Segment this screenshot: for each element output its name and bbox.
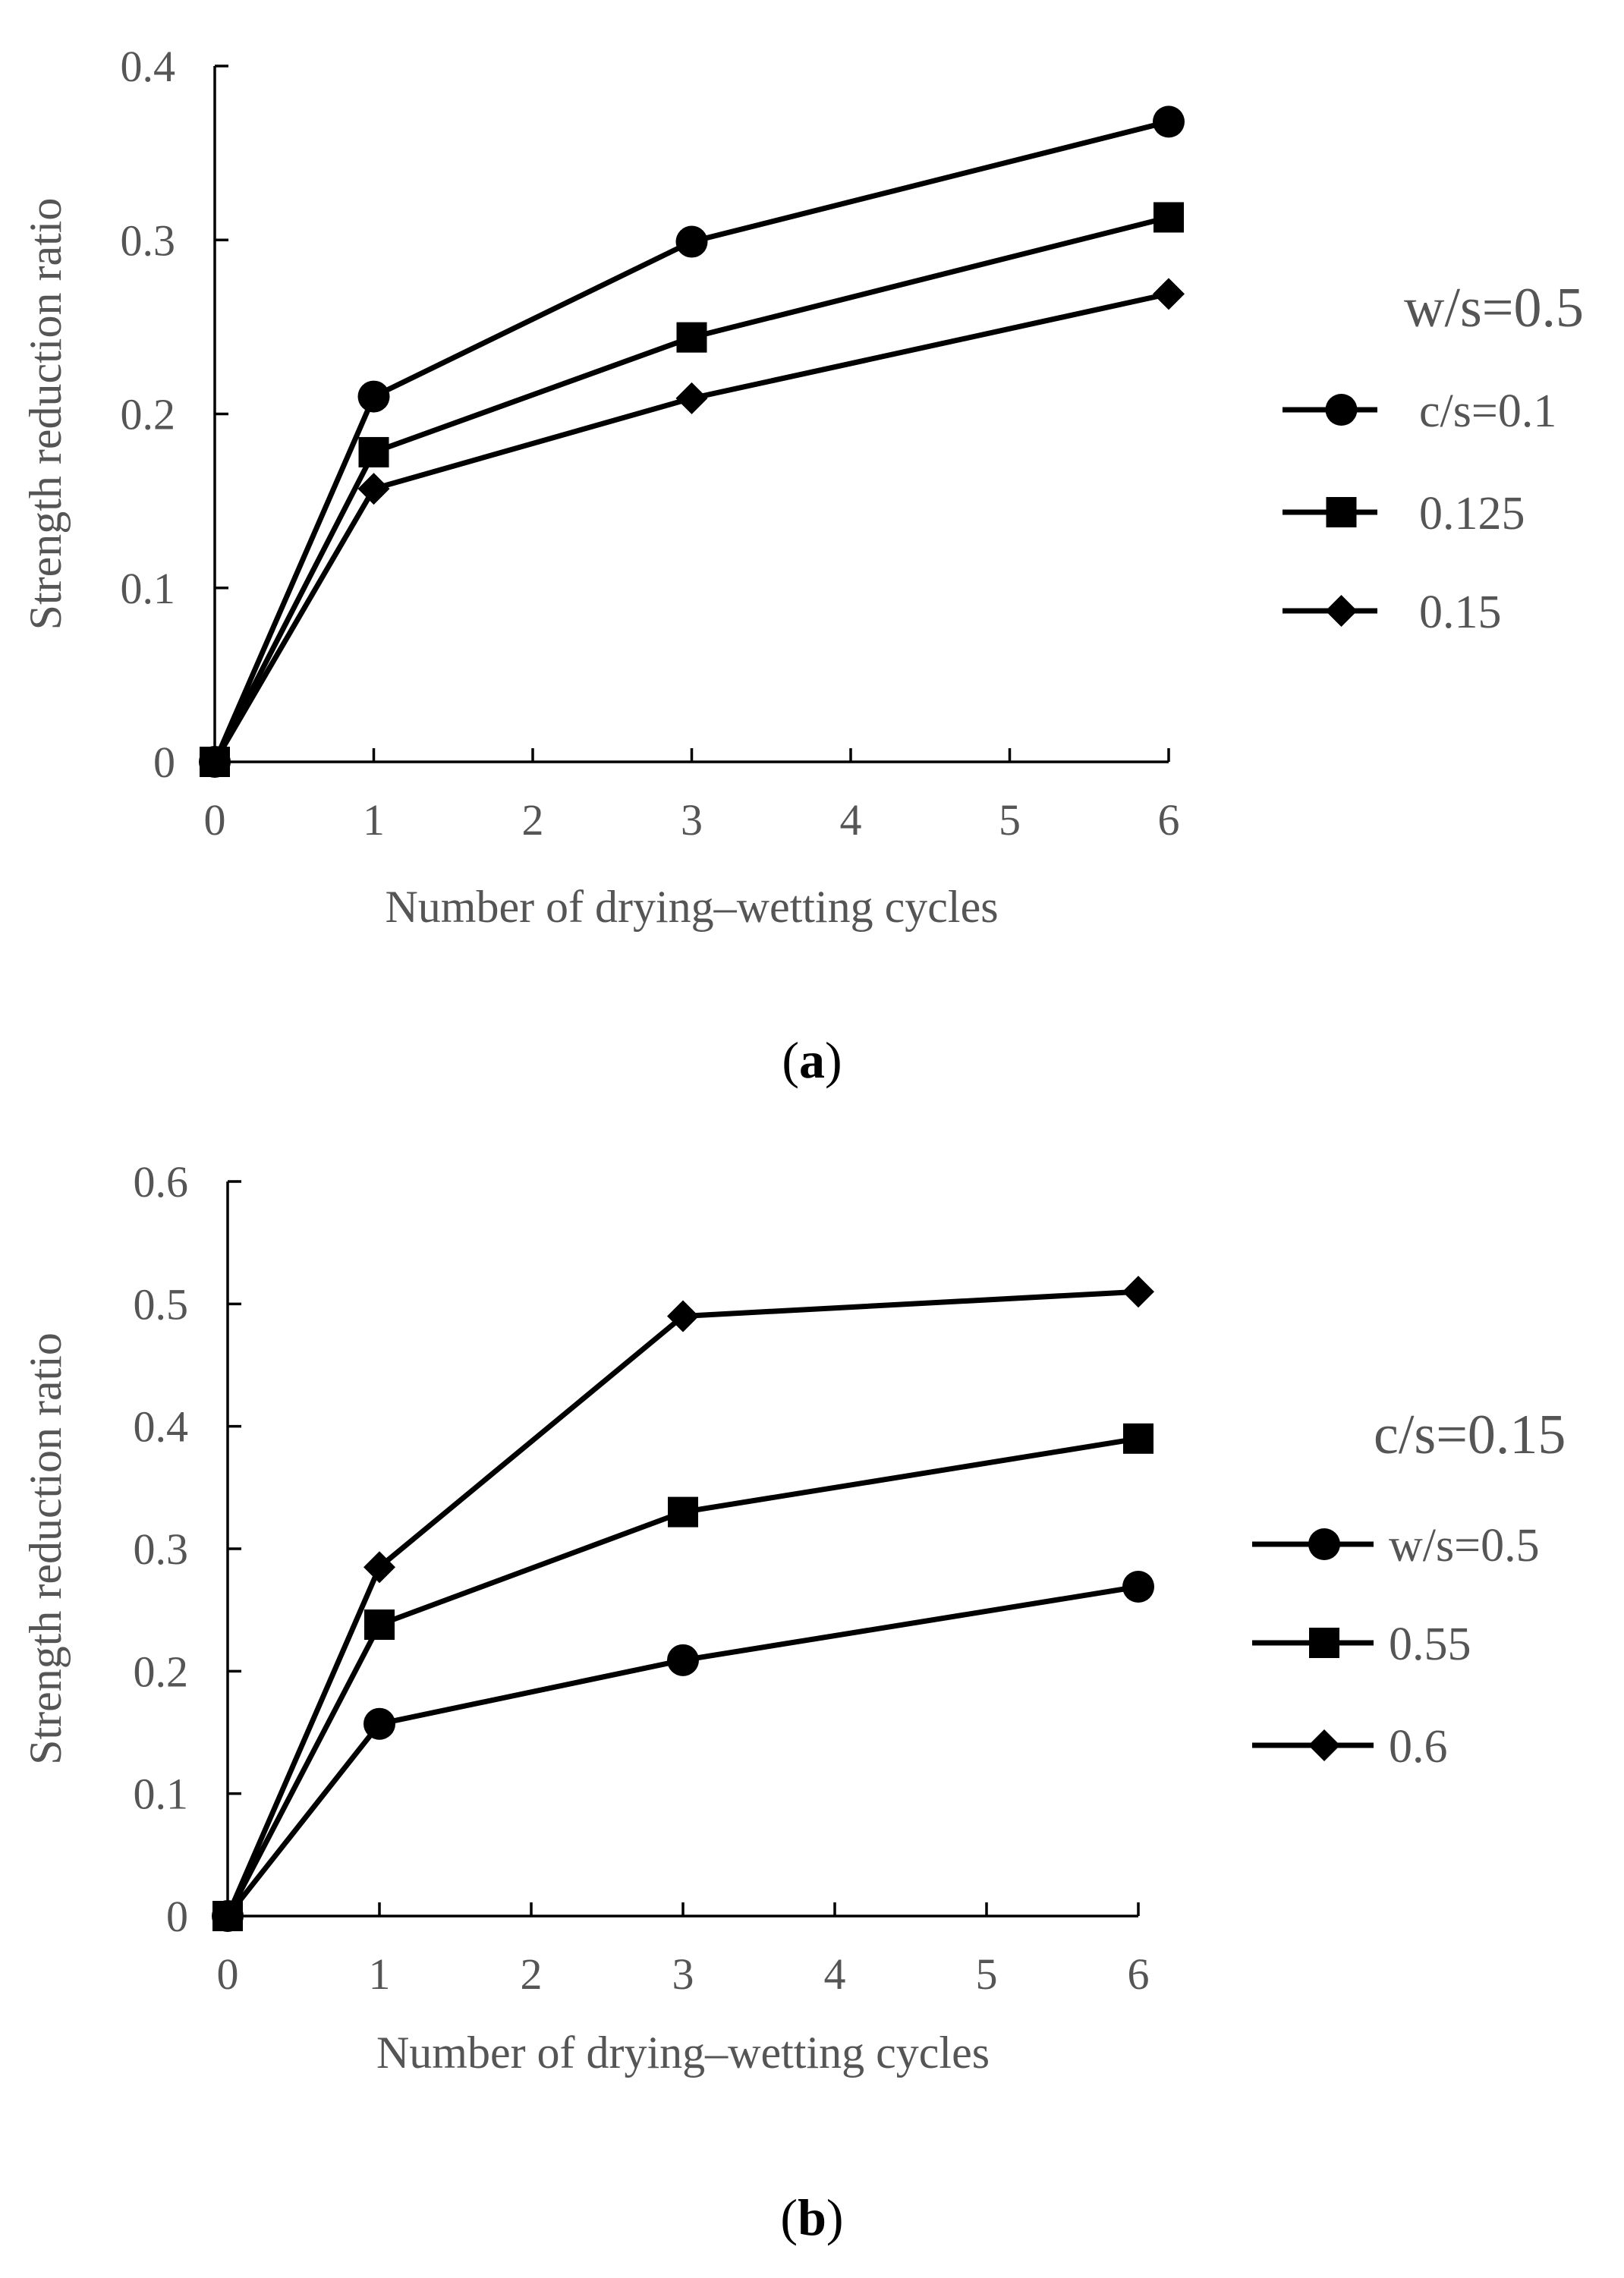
series-line-3 <box>212 291 1169 763</box>
legend-label: c/s=0.1 <box>1419 385 1556 437</box>
legend: c/s=0.15 w/s=0.5 0.55 0.6 <box>1252 1404 1566 1773</box>
legend-marker-diamond <box>1325 595 1358 627</box>
y-tick-label: 0.3 <box>134 1524 189 1574</box>
x-tick-label: 3 <box>672 1949 694 1999</box>
x-tick-label: 5 <box>976 1949 998 1999</box>
x-tick-label: 0 <box>217 1949 239 1999</box>
legend-label: 0.55 <box>1389 1619 1471 1670</box>
y-tick-label: 0.2 <box>121 390 176 439</box>
x-axis-title: Number of drying–wetting cycles <box>385 882 998 932</box>
caption-letter: b <box>798 2188 826 2246</box>
x-tick-label: 2 <box>522 795 544 845</box>
data-point-square <box>364 1609 395 1641</box>
x-tick-label: 2 <box>521 1949 543 1999</box>
legend: w/s=0.5 c/s=0.1 0.125 0.15 <box>1283 277 1584 638</box>
x-axis-title: Number of drying–wetting cycles <box>376 2028 990 2078</box>
series-line-1 <box>212 118 1169 763</box>
y-tick-label: 0.3 <box>121 216 176 265</box>
data-point-circle <box>1122 1571 1154 1603</box>
panel-caption: (b) <box>780 2188 843 2246</box>
data-point-circle <box>667 1644 699 1676</box>
caption-open: ( <box>780 2188 798 2246</box>
legend-marker-diamond <box>1308 1729 1340 1761</box>
data-point-diamond <box>667 1300 699 1333</box>
legend-label: 0.6 <box>1389 1721 1448 1773</box>
y-tick-label: 0.4 <box>121 42 176 91</box>
data-point-circle <box>364 1707 395 1740</box>
data-point-square <box>1123 1423 1153 1454</box>
y-tick-label: 0 <box>153 738 175 787</box>
x-tick-label: 0 <box>204 795 226 845</box>
legend-marker-circle <box>1325 394 1358 426</box>
legend-label: w/s=0.5 <box>1389 1520 1540 1572</box>
legend-title: w/s=0.5 <box>1404 277 1584 339</box>
y-axis-title: Strength reduction ratio <box>20 1333 71 1765</box>
y-tick-label: 0.2 <box>134 1647 189 1696</box>
legend-title: c/s=0.15 <box>1374 1404 1566 1466</box>
y-tick-label: 0.4 <box>134 1402 189 1452</box>
data-point-diamond <box>675 382 708 414</box>
data-point-diamond <box>357 473 390 505</box>
x-tick-label: 3 <box>681 795 703 845</box>
caption-open: ( <box>782 1031 799 1089</box>
data-point-circle <box>675 225 708 258</box>
legend-marker-circle <box>1308 1528 1340 1560</box>
data-point-diamond <box>199 746 231 778</box>
y-tick-label: 0 <box>166 1892 188 1941</box>
legend-label: 0.15 <box>1419 587 1502 638</box>
data-point-diamond <box>364 1551 395 1584</box>
data-point-diamond <box>212 1900 244 1932</box>
data-point-diamond <box>1122 1276 1154 1308</box>
chart-panel-a: 0 0.1 0.2 0.3 0.4 0 1 2 3 4 5 6 Number of drying–wet… <box>20 42 1584 1089</box>
data-point-square <box>1153 202 1184 233</box>
x-tick-label: 6 <box>1158 795 1180 845</box>
data-point-diamond <box>1153 278 1185 310</box>
x-tick-label: 1 <box>369 1949 391 1999</box>
y-axis-title: Strength reduction ratio <box>20 198 71 631</box>
data-point-square <box>668 1496 698 1528</box>
y-tick-label: 0.6 <box>134 1157 189 1207</box>
x-tick-label: 6 <box>1128 1949 1150 1999</box>
x-tick-label: 5 <box>999 795 1021 845</box>
chart-panel-b: 0 0.1 0.2 0.3 0.4 0.5 0.6 0 1 2 3 4 5 6 Number of dryi… <box>20 1157 1566 2246</box>
caption-letter: a <box>799 1031 825 1089</box>
legend-marker-square <box>1309 1628 1339 1658</box>
data-point-circle <box>1153 105 1185 138</box>
legend-marker-square <box>1326 497 1357 527</box>
data-point-circle <box>357 380 390 413</box>
x-tick-label: 4 <box>840 795 862 845</box>
panel-caption: (a) <box>782 1031 842 1089</box>
series-line-3 <box>225 1288 1139 1918</box>
caption-close: ) <box>826 2188 844 2246</box>
y-tick-label: 0.1 <box>134 1770 189 1819</box>
x-tick-label: 4 <box>824 1949 846 1999</box>
data-point-square <box>358 436 389 467</box>
series-line-2 <box>225 1436 1139 1918</box>
x-tick-label: 1 <box>363 795 385 845</box>
data-point-square <box>676 322 707 353</box>
series-line-2 <box>212 215 1169 763</box>
y-tick-label: 0.1 <box>121 564 176 613</box>
caption-close: ) <box>825 1031 842 1089</box>
series-line-1 <box>225 1584 1139 1918</box>
y-tick-label: 0.5 <box>134 1279 189 1329</box>
legend-label: 0.125 <box>1419 488 1525 540</box>
